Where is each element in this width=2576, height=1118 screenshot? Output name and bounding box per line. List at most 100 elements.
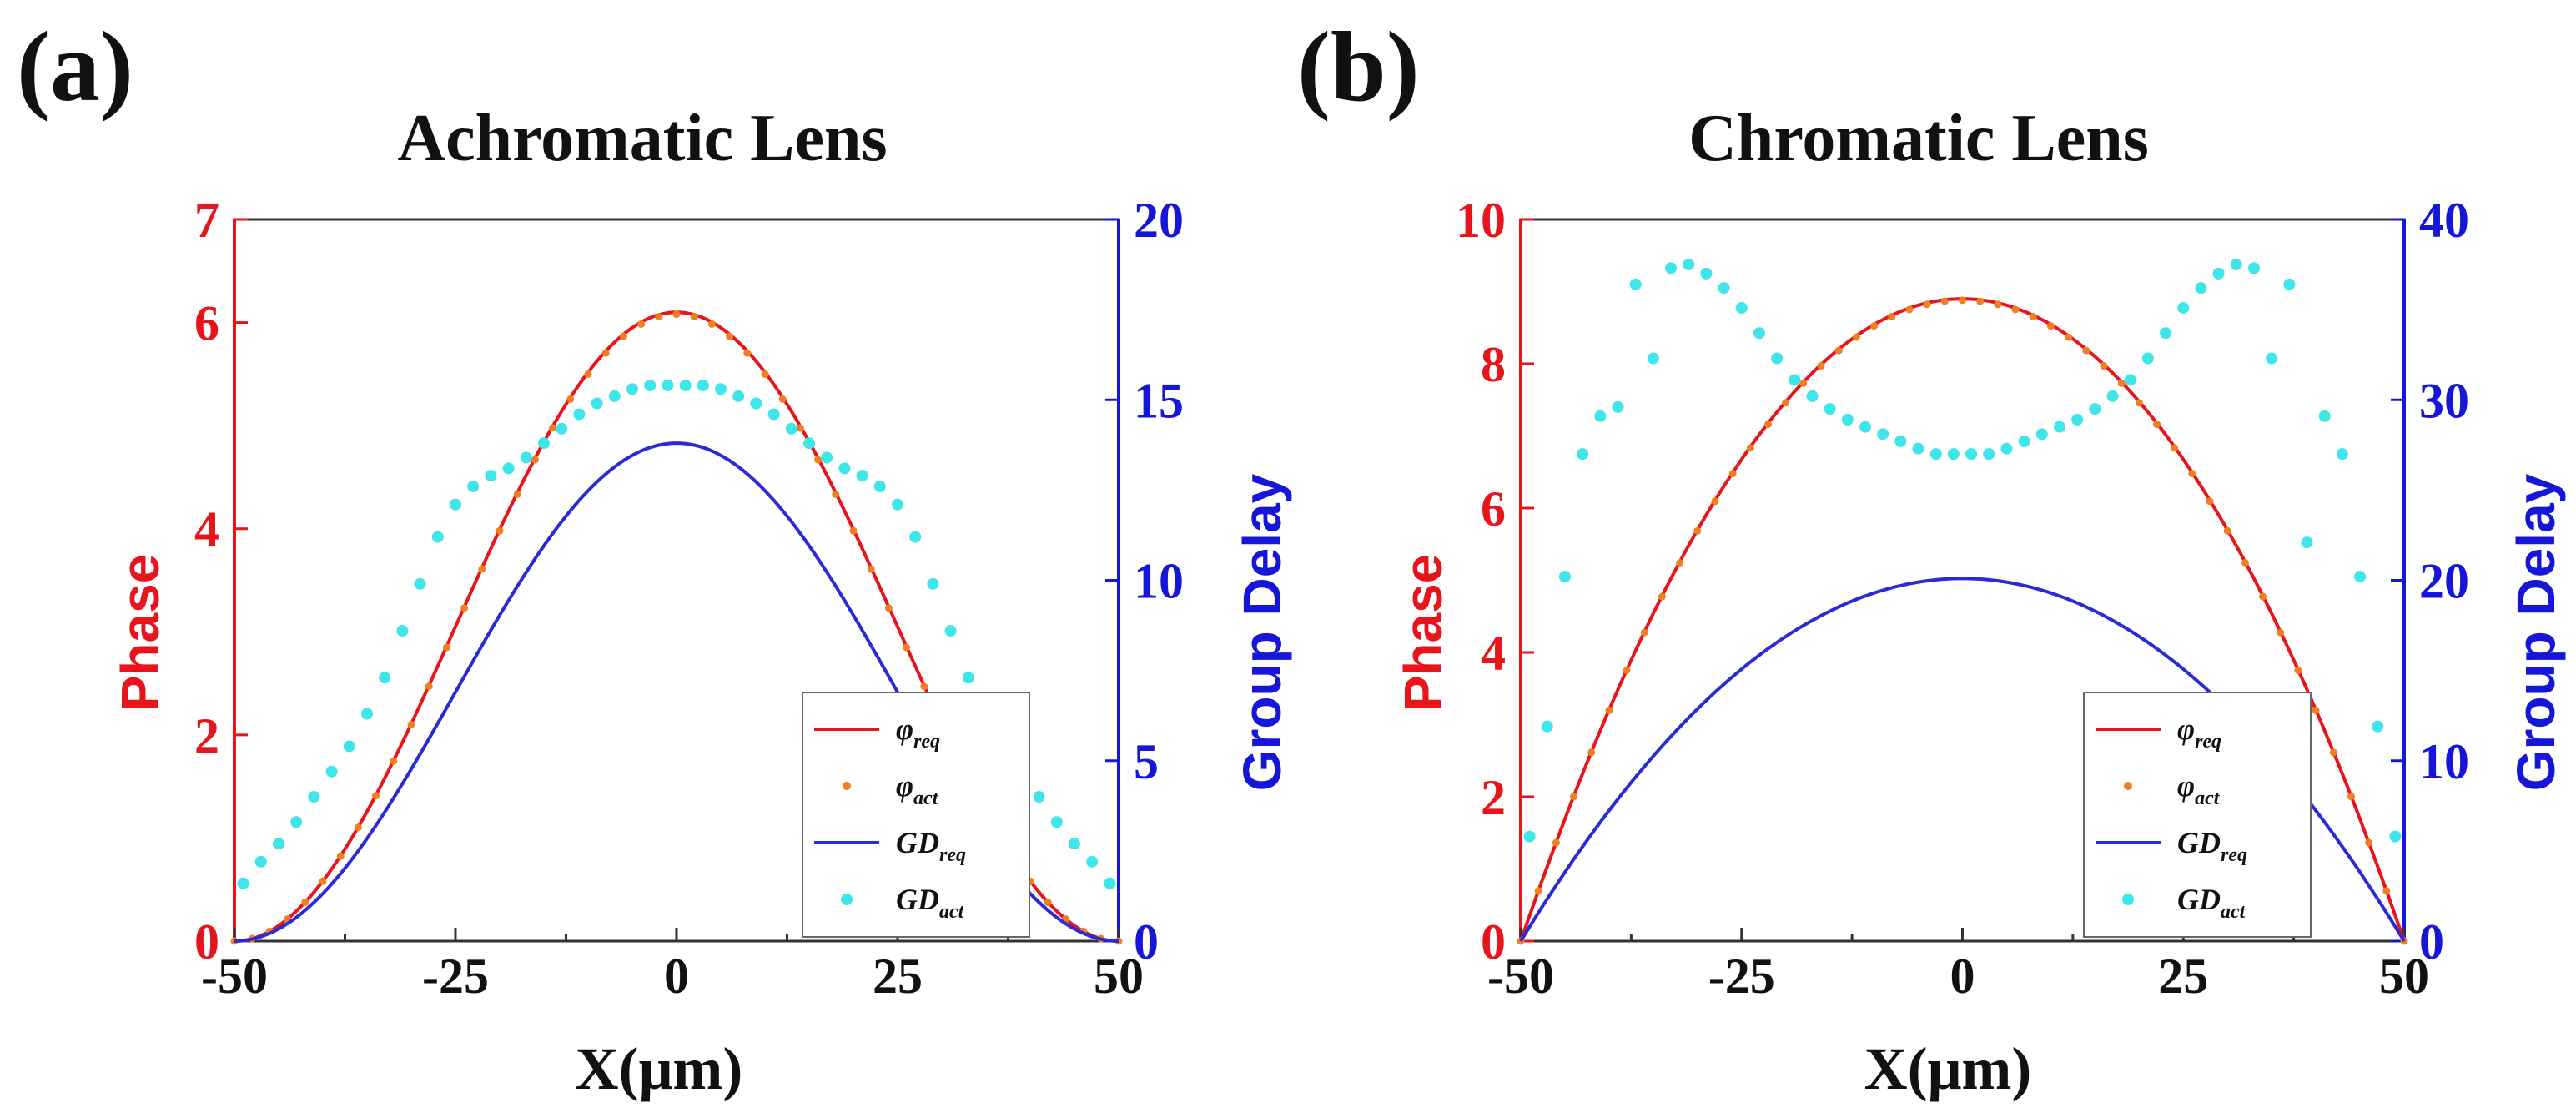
left-y-tick-label: 0 (194, 914, 219, 969)
series-phi-act-point (601, 349, 610, 357)
series-gd-act-point (396, 625, 409, 637)
series-gd-act-point (1629, 278, 1642, 290)
series-gd-act-point (1700, 267, 1713, 280)
left-y-tick-label: 6 (194, 296, 219, 351)
series-phi-act-point (778, 395, 787, 404)
series-gd-act-point (591, 397, 603, 410)
chart-title-b: Chromatic Lens (1688, 102, 2149, 175)
left-y-tick-label: 2 (1481, 770, 1506, 825)
series-phi-act-point (867, 565, 875, 573)
series-phi-act-point (1852, 333, 1860, 341)
series-gd-act-point (538, 437, 550, 450)
series-gd-act-point (573, 408, 586, 421)
series-phi-act-point (672, 310, 681, 319)
series-gd-act-point (2141, 352, 2154, 365)
series-phi-act-point (1552, 838, 1560, 847)
series-phi-act-point (707, 320, 716, 328)
series-phi-act-point (2259, 592, 2267, 601)
x-tick-label: -50 (201, 949, 268, 1004)
series-gd-act-point (290, 816, 303, 828)
series-phi-act-point (478, 565, 486, 573)
series-phi-act-point (1940, 297, 1949, 305)
series-gd-act-point (927, 577, 939, 590)
series-gd-act-point (2053, 421, 2065, 433)
series-phi-act-point (549, 424, 557, 432)
series-gd-act-point (1033, 791, 1045, 803)
series-phi-act-point (2135, 399, 2143, 407)
series-gd-act-point (2266, 352, 2278, 365)
series-phi-act-point (1728, 470, 1737, 478)
series-phi-act-point (619, 332, 627, 340)
legend-label-phi-req: φreq (896, 713, 940, 753)
panel-label-a: (a) (17, 11, 133, 122)
series-phi-act-point (1587, 748, 1596, 757)
x-axis-label-b: X(μm) (1864, 1035, 2032, 1102)
series-gd-act-point (1912, 442, 1924, 455)
series-phi-act-point (1799, 379, 1808, 387)
series-phi-act-point (584, 370, 592, 378)
left-y-tick-label: 4 (1481, 626, 1506, 681)
right-y-tick-label: 10 (2419, 734, 2469, 789)
series-phi-act-point (1834, 346, 1843, 355)
series-phi-act-point (2329, 748, 2337, 757)
series-phi-act-point (2152, 421, 2161, 429)
series-phi-act-point (920, 682, 928, 691)
series-phi-act-point (2029, 313, 2037, 321)
series-phi-act-point (1658, 592, 1666, 601)
series-phi-act-point (1044, 899, 1052, 907)
right-y-tick-label: 20 (1134, 193, 1184, 248)
series-gd-act-point (2106, 390, 2119, 402)
series-phi-act-point (637, 320, 646, 328)
series-phi-act-point (531, 456, 539, 464)
series-phi-act-point (1534, 887, 1542, 895)
series-gd-act-point (1947, 448, 1960, 461)
series-phi-act-point (1994, 300, 2002, 309)
series-phi-act-point (2011, 305, 2020, 314)
series-gd-act-point (1683, 259, 1695, 271)
series-phi-act-point (390, 757, 398, 765)
series-gd-act-point (2247, 262, 2260, 274)
right-y-tick-label: 0 (2419, 914, 2444, 969)
series-phi-act-point (1817, 362, 1825, 370)
series-gd-act-point (2177, 301, 2190, 314)
series-phi-act-point (655, 313, 663, 321)
legend-label-phi-req: φreq (2177, 713, 2221, 753)
x-tick-label: 0 (1950, 949, 1975, 1004)
x-tick-label: -50 (1487, 949, 1554, 1004)
legend-label-gd-act: GDact (2177, 883, 2246, 923)
series-gd-act-point (909, 531, 922, 543)
series-gd-act-point (803, 437, 815, 450)
y-axis-label-left-b: Phase (1393, 554, 1453, 712)
series-gd-act-point (662, 379, 674, 391)
x-tick-label: -25 (1708, 949, 1775, 1004)
series-gd-act-point (1789, 374, 1801, 386)
legend-label-gd-req: GDreq (2177, 826, 2247, 866)
series-gd-act-point (1894, 435, 1907, 447)
legend-label-phi-act: φact (896, 769, 939, 809)
series-gd-act-point (1104, 877, 1116, 889)
series-gd-act-point (254, 855, 267, 868)
series-gd-act-point (715, 383, 727, 395)
series-gd-act-point (1877, 428, 1889, 441)
legend-swatch-gd-act (2122, 894, 2134, 905)
x-tick-label: 25 (2158, 949, 2208, 1004)
series-gd-act-point (2336, 448, 2348, 461)
series-phi-act-point (2277, 628, 2285, 637)
plot-area-b: -50 -25 0 25 500246810010203040φreqφactGDreq… (1456, 193, 2469, 1004)
left-y-tick-label: 7 (194, 193, 219, 248)
series-gd-act-point (414, 577, 426, 590)
legend-swatch-gd-act (841, 894, 853, 905)
y-axis-label-left-a: Phase (110, 554, 170, 712)
series-phi-act-point (1746, 444, 1754, 452)
series-gd-act-point (608, 390, 621, 402)
left-y-tick-label: 4 (194, 502, 219, 557)
series-phi-act-point (1764, 421, 1773, 429)
series-gd-act-point (2160, 327, 2172, 340)
series-phi-act-point (1605, 706, 1613, 714)
series-phi-act-point (496, 526, 504, 535)
x-tick-label: 50 (1094, 949, 1144, 1004)
left-y-tick-label: 8 (1481, 337, 1506, 392)
series-phi-act-point (1905, 305, 1914, 314)
series-phi-act-point (2382, 887, 2391, 895)
